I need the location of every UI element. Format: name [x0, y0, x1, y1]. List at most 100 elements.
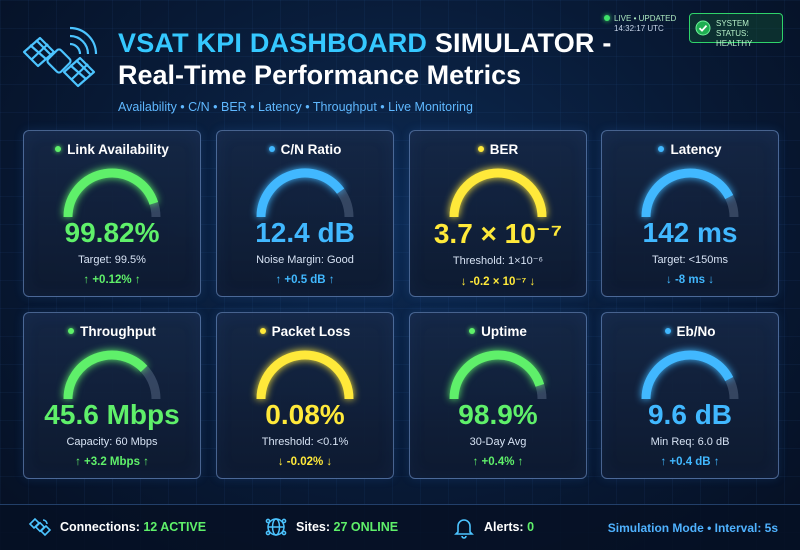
kpi-title-text: C/N Ratio — [280, 142, 342, 157]
gauge-arc — [641, 168, 739, 218]
kpi-subtext: 30-Day Avg — [469, 436, 527, 448]
kpi-subtext: Noise Margin: Good — [256, 254, 354, 266]
kpi-title-text: Packet Loss — [271, 324, 351, 339]
kpi-title: Eb/No — [602, 324, 778, 339]
gauge-fill — [63, 350, 148, 400]
kpi-subtext: Min Req: 6.0 dB — [650, 436, 730, 448]
gauge-fill — [63, 168, 159, 218]
status-dot-icon — [664, 328, 671, 334]
gauge-fill — [256, 168, 345, 218]
kpi-title: Packet Loss — [217, 324, 393, 339]
kpi-value: 0.08% — [265, 399, 345, 430]
live-label: LIVE • UPDATED — [614, 14, 677, 23]
kpi-value: 99.82% — [64, 217, 160, 248]
kpi-delta: ↓ -8 ms ↓ — [666, 274, 714, 286]
bell-icon[interactable] — [452, 515, 476, 539]
status-dot-icon — [55, 146, 62, 152]
kpi-subtext: Capacity: 60 Mbps — [66, 436, 158, 448]
status-dot-icon — [268, 146, 275, 152]
status-dot-icon — [658, 146, 665, 152]
connections-label: Connections: — [60, 520, 140, 534]
simulation-mode: Simulation Mode • Interval: 5s — [607, 521, 778, 535]
kpi-title: Latency — [602, 142, 778, 157]
kpi-title-text: Eb/No — [676, 324, 716, 339]
status-value: HEALTHY — [716, 39, 753, 48]
kpi-delta: ↑ +0.12% ↑ — [83, 274, 141, 286]
gauge-arc — [63, 350, 161, 400]
gauge-arc — [63, 168, 161, 218]
status-bar: Connections: 12 ACTIVE Sites: 27 ONLINE … — [0, 504, 800, 550]
page-subtitle: Availability • C/N • BER • Latency • Thr… — [118, 100, 473, 114]
connections-status: Connections: 12 ACTIVE — [60, 520, 206, 534]
kpi-value: 9.6 dB — [647, 399, 733, 430]
kpi-title: Link Availability — [24, 142, 200, 157]
page-title: VSAT KPI DASHBOARD SIMULATOR - — [118, 28, 638, 59]
gauge-arc — [449, 168, 547, 218]
kpi-card-link-availability[interactable]: Link Availability 99.82% Target: 99.5% ↑ +0… — [23, 130, 201, 297]
kpi-card-packet-loss[interactable]: Packet Loss 0.08% Threshold: <0.1% ↓ -0.02%… — [216, 312, 394, 479]
kpi-delta: ↑ +3.2 Mbps ↑ — [75, 456, 149, 468]
connections-value: 12 ACTIVE — [143, 520, 207, 534]
gauge-fill — [256, 350, 354, 400]
kpi-value: 3.7 × 10⁻⁷ — [433, 218, 563, 249]
gauge-arc — [641, 350, 739, 400]
gauge-fill — [641, 168, 734, 218]
alerts-label: Alerts: — [484, 520, 524, 534]
title-rest: SIMULATOR - — [427, 28, 612, 58]
satellite-icon — [22, 26, 98, 88]
kpi-title: C/N Ratio — [217, 142, 393, 157]
check-circle-icon — [695, 20, 711, 36]
kpi-card-ebno[interactable]: Eb/No 9.6 dB Min Req: 6.0 dB ↑ +0.4 dB ↑ — [601, 312, 779, 479]
gauge-arc — [256, 350, 354, 400]
gauge-arc — [449, 350, 547, 400]
title-highlight: VSAT KPI DASHBOARD — [118, 28, 428, 58]
globe-icon — [265, 518, 287, 536]
kpi-value: 98.9% — [458, 399, 538, 430]
kpi-subtext: Target: 99.5% — [78, 254, 146, 266]
live-dot-icon — [604, 15, 610, 21]
satellite-icon — [28, 517, 52, 537]
kpi-subtext: Threshold: <0.1% — [261, 436, 349, 448]
kpi-card-uptime[interactable]: Uptime 98.9% 30-Day Avg ↑ +0.4% ↑ — [409, 312, 587, 479]
kpi-title-text: BER — [489, 142, 519, 157]
gauge-arc — [256, 168, 354, 218]
sites-status: Sites: 27 ONLINE — [296, 520, 398, 534]
status-label: SYSTEM STATUS: — [716, 19, 749, 38]
sites-label: Sites: — [296, 520, 331, 534]
kpi-delta: ↓ -0.2 × 10⁻⁷ ↓ — [460, 276, 536, 288]
live-time: 14:32:17 UTC — [614, 24, 664, 33]
kpi-title-text: Latency — [670, 142, 722, 157]
alerts-value: 0 — [527, 520, 535, 534]
gauge-fill — [449, 168, 547, 218]
kpi-title-text: Throughput — [80, 324, 156, 339]
kpi-subtext: Threshold: 1×10⁻⁶ — [452, 255, 544, 267]
kpi-card-throughput[interactable]: Throughput 45.6 Mbps Capacity: 60 Mbps ↑ +3… — [23, 312, 201, 479]
kpi-card-cn-ratio[interactable]: C/N Ratio 12.4 dB Noise Margin: Good ↑ +0.5… — [216, 130, 394, 297]
alerts-status[interactable]: Alerts: 0 — [484, 520, 534, 534]
kpi-value: 142 ms — [642, 217, 738, 248]
status-dot-icon — [469, 328, 476, 334]
kpi-card-latency[interactable]: Latency 142 ms Target: <150ms ↓ -8 ms ↓ — [601, 130, 779, 297]
sites-value: 27 ONLINE — [333, 520, 399, 534]
kpi-title-text: Uptime — [481, 324, 527, 339]
kpi-value: 45.6 Mbps — [44, 399, 180, 430]
kpi-card-ber[interactable]: BER 3.7 × 10⁻⁷ Threshold: 1×10⁻⁶ ↓ -0.2 × 1… — [409, 130, 587, 297]
kpi-subtext: Target: <150ms — [651, 254, 729, 266]
kpi-delta: ↓ -0.02% ↓ — [277, 456, 333, 468]
kpi-delta: ↑ +0.4% ↑ — [472, 456, 524, 468]
kpi-title: Uptime — [410, 324, 586, 339]
status-dot-icon — [259, 328, 266, 334]
page-title-line2: Real-Time Performance Metrics — [118, 60, 522, 90]
gauge-fill — [641, 350, 734, 400]
kpi-title: Throughput — [24, 324, 200, 339]
kpi-value: 12.4 dB — [255, 217, 355, 248]
kpi-title: BER — [410, 142, 586, 157]
status-dot-icon — [68, 328, 75, 334]
header: VSAT KPI DASHBOARD SIMULATOR - Real-Time… — [0, 0, 800, 118]
kpi-title-text: Link Availability — [67, 142, 169, 157]
kpi-delta: ↑ +0.4 dB ↑ — [660, 456, 720, 468]
gauge-fill — [449, 350, 545, 400]
live-indicator: LIVE • UPDATED 14:32:17 UTC — [604, 14, 688, 40]
status-dot-icon — [477, 146, 484, 152]
system-status-badge[interactable]: SYSTEM STATUS: HEALTHY — [689, 13, 783, 48]
